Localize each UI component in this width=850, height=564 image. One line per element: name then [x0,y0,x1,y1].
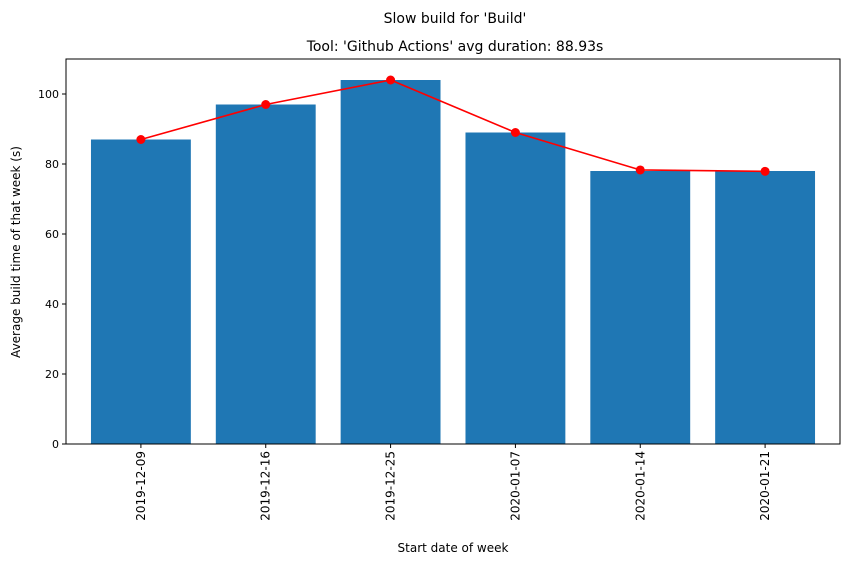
axes-frame [65,58,841,445]
y-tick-label-20: 20 [45,368,59,381]
trend-point-2019-12-25 [386,75,396,85]
x-tick-label-2019-12-16: 2019-12-16 [259,451,273,521]
bar-2019-12-16 [215,104,316,444]
chart-suptitle: Slow build for 'Build' [384,11,527,27]
trend-point-2020-01-07 [510,128,520,137]
trend-point-2019-12-09 [136,135,146,144]
x-tick-label-2020-01-21: 2020-01-21 [758,451,772,521]
y-axis-label: Average build time of that week (s) [9,146,23,358]
trend-point-2020-01-14 [635,165,645,175]
plot-area: 0 20 40 60 80 100 2019-12-09 2019-12-16 2019-12-… [38,58,841,521]
trend-point-2019-12-16 [261,100,271,109]
bar-2019-12-25 [340,80,441,444]
bar-2020-01-14 [590,171,691,444]
trend-line [140,79,766,173]
bar-2019-12-09 [90,139,191,444]
y-tick-label-100: 100 [38,88,59,101]
y-tick-label-60: 60 [45,228,59,241]
bar-2020-01-07 [465,132,566,444]
y-tick-label-80: 80 [45,158,59,171]
chart-title: Tool: 'Github Actions' avg duration: 88.… [306,39,604,55]
x-tick-label-2020-01-14: 2020-01-14 [633,451,647,521]
y-tick-label-0: 0 [52,438,59,451]
trend-point-2020-01-21 [760,166,770,176]
y-tick-label-40: 40 [45,298,59,311]
x-tick-label-2019-12-09: 2019-12-09 [134,451,148,521]
x-axis-label: Start date of week [398,541,509,555]
x-tick-label-2019-12-25: 2019-12-25 [384,451,398,521]
x-tick-label-2020-01-07: 2020-01-07 [508,451,522,521]
bar-2020-01-21 [715,171,816,444]
